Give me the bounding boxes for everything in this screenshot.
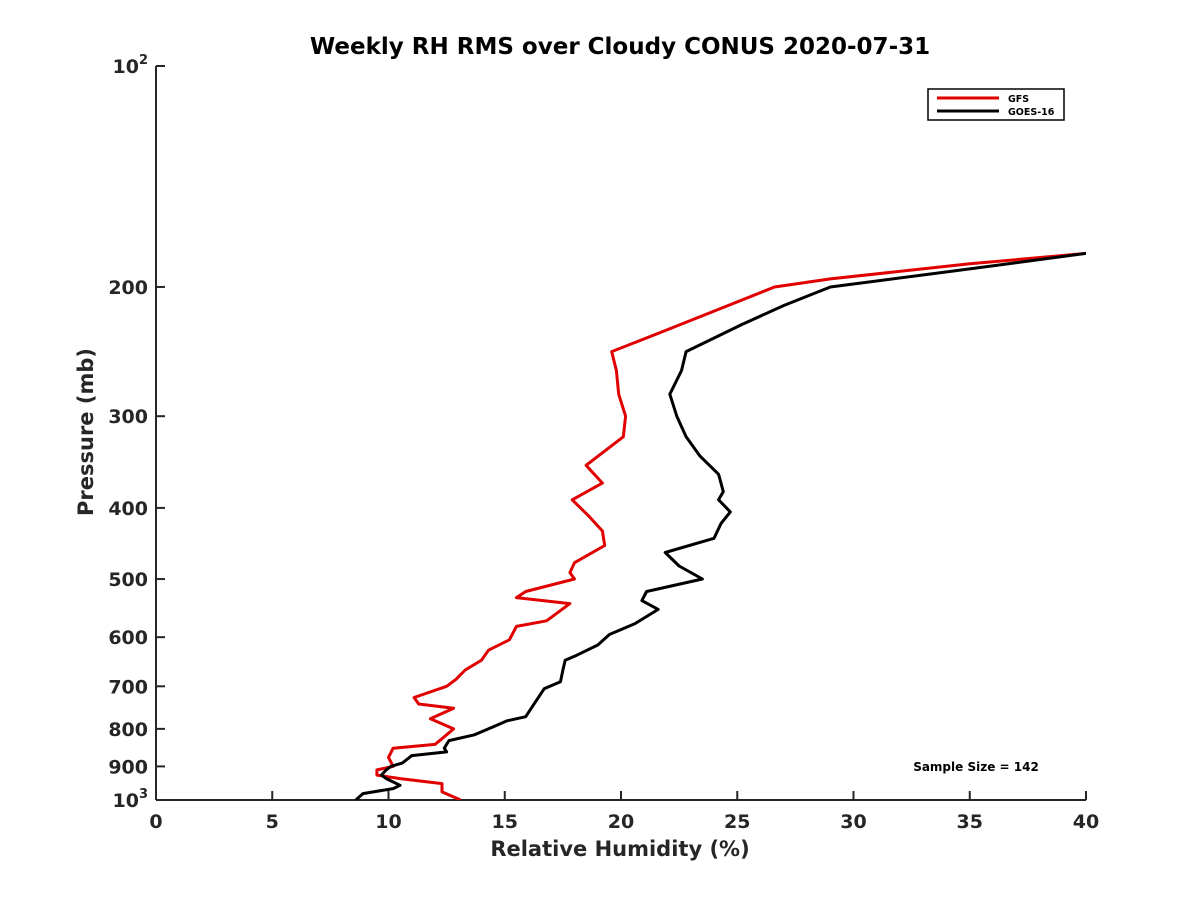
y-tick-label: 102: [113, 53, 149, 78]
x-tick-label: 0: [149, 811, 162, 833]
series-layer: [354, 251, 1086, 800]
x-tick-label: 20: [608, 811, 634, 833]
y-tick-label: 700: [108, 676, 148, 698]
legend: GFS GOES-16: [927, 88, 1065, 121]
legend-entry-label: GFS: [1008, 94, 1029, 105]
y-tick-label: 800: [108, 719, 148, 741]
y-axis-label: Pressure (mb): [74, 348, 98, 516]
y-tick-label: 600: [108, 627, 148, 649]
y-tick-label: 103: [113, 787, 149, 812]
legend-box: [927, 88, 1065, 121]
x-axis-label: Relative Humidity (%): [490, 837, 749, 861]
y-tick-label: 200: [108, 277, 148, 299]
series-group: [354, 251, 1086, 800]
x-tick-label: 10: [375, 811, 401, 833]
y-tick-label: 300: [108, 406, 148, 428]
series-line-goes-16: [354, 251, 1086, 800]
x-tick-label: 25: [724, 811, 750, 833]
legend-entry-label: GOES-16: [1008, 107, 1055, 118]
x-tick-label: 40: [1073, 811, 1099, 833]
y-tick-label: 400: [108, 498, 148, 520]
x-tick-label: 30: [840, 811, 866, 833]
series-line-gfs: [375, 251, 1086, 800]
chart-title: Weekly RH RMS over Cloudy CONUS 2020-07-…: [310, 34, 930, 60]
y-tick-label: 500: [108, 569, 148, 591]
plot-axes: 0 5 10 15 20 25 30 35 40 102 200 300 400 500 600 700 800…: [108, 53, 1099, 833]
x-tick-label: 35: [957, 811, 983, 833]
x-tick-label: 5: [266, 811, 279, 833]
x-tick-label: 15: [492, 811, 518, 833]
y-tick-label: 900: [108, 756, 148, 778]
sample-size-annotation: Sample Size = 142: [913, 760, 1039, 774]
